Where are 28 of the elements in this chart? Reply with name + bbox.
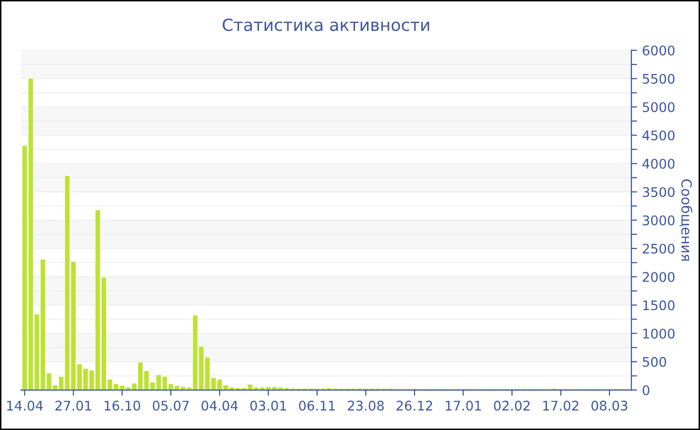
- y-tick-label: 1000: [643, 328, 675, 339]
- x-tick-label: 05.07: [152, 400, 189, 411]
- y-axis-title: Сообщения: [680, 179, 692, 261]
- y-tick-label: 4500: [642, 130, 675, 140]
- x-tick-label: 04.04: [202, 400, 238, 411]
- x-tick-label: 16.10: [104, 400, 140, 411]
- x-tick-label: 06.11: [299, 400, 335, 411]
- y-tick-label: 3000: [642, 215, 675, 226]
- y-tick-label: 6000: [642, 46, 675, 56]
- x-tick-label: 02.02: [494, 400, 530, 411]
- y-tick-label: 1500: [643, 300, 675, 310]
- y-tick-label: 5500: [642, 74, 675, 84]
- x-tick-label: 17.02: [543, 400, 578, 411]
- x-tick-label: 23.08: [348, 400, 384, 411]
- y-tick-label: 0: [642, 385, 650, 396]
- y-tick-label: 5000: [642, 102, 675, 112]
- y-tick-label: 500: [642, 356, 666, 367]
- y-tick-label: 4000: [642, 158, 675, 169]
- x-tick-label: 27.01: [55, 400, 92, 411]
- y-tick-label: 2500: [642, 244, 675, 254]
- y-tick-label: 3500: [642, 187, 675, 198]
- x-tick-label: 08.03: [591, 400, 628, 411]
- chart-title: Статистика активности: [222, 18, 430, 32]
- x-tick-label: 17.01: [446, 400, 481, 411]
- y-tick-label: 2000: [642, 272, 675, 282]
- x-tick-label: 14.04: [7, 400, 43, 411]
- x-tick-label: 03.01: [250, 400, 286, 411]
- x-tick-label: 26.12: [396, 400, 432, 411]
